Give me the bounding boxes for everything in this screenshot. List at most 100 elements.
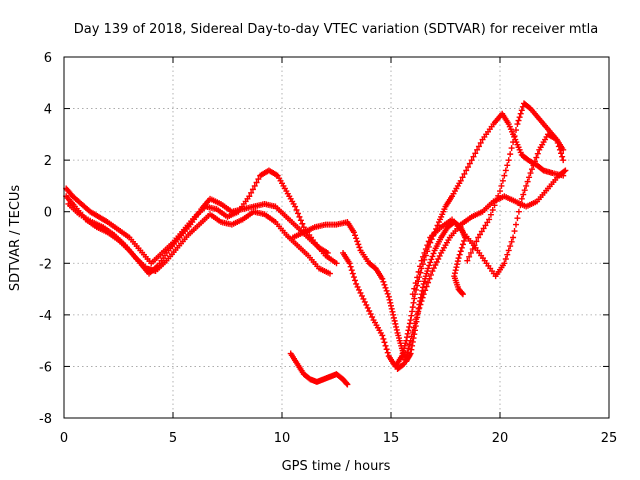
data-point <box>521 187 528 194</box>
data-point <box>487 211 494 218</box>
data-point <box>426 275 433 282</box>
data-point <box>346 260 353 267</box>
data-point <box>478 228 485 235</box>
data-point <box>423 283 430 290</box>
data-point <box>411 285 418 292</box>
data-point <box>430 250 437 257</box>
data-point <box>562 167 569 174</box>
data-point <box>501 172 508 179</box>
x-axis-title: GPS time / hours <box>282 459 391 474</box>
data-point <box>528 166 535 173</box>
data-point <box>517 110 524 117</box>
data-point <box>514 121 521 128</box>
data-series <box>464 100 567 264</box>
data-point <box>471 242 478 249</box>
data-point <box>527 170 534 177</box>
data-point <box>533 154 540 161</box>
data-point <box>409 329 416 336</box>
data-point <box>530 162 537 169</box>
data-point <box>357 289 364 296</box>
data-point <box>401 360 408 367</box>
data-point <box>347 263 354 270</box>
data-point <box>413 316 420 323</box>
data-point <box>382 284 389 291</box>
data-point <box>475 143 482 150</box>
data-point <box>489 206 496 213</box>
data-point <box>473 238 480 245</box>
data-point <box>491 202 498 209</box>
data-point <box>463 167 470 174</box>
data-point <box>410 324 417 331</box>
data-point <box>456 251 463 258</box>
data-point <box>361 298 368 305</box>
data-point <box>417 301 424 308</box>
data-point <box>422 287 429 294</box>
data-point <box>352 232 359 239</box>
data-point <box>392 320 399 327</box>
data-point <box>405 327 412 334</box>
data-point <box>518 107 525 114</box>
data-point <box>399 361 406 368</box>
data-point <box>388 302 394 309</box>
data-point <box>531 158 538 165</box>
data-point <box>518 195 525 202</box>
data-point <box>498 182 505 189</box>
data-point <box>366 307 373 314</box>
data-point <box>403 334 410 341</box>
data-point <box>534 150 541 157</box>
data-point <box>427 271 434 278</box>
data-point <box>515 208 522 215</box>
data-point <box>415 268 422 275</box>
data-point <box>382 342 389 349</box>
data-point <box>459 290 466 297</box>
data-point <box>246 193 253 200</box>
data-point <box>559 153 566 160</box>
data-layer <box>63 100 569 388</box>
data-point <box>419 294 426 301</box>
data-series <box>287 350 351 388</box>
data-point <box>353 280 360 287</box>
data-point <box>504 162 511 169</box>
data-point <box>516 114 523 121</box>
data-point <box>406 323 413 330</box>
data-point <box>411 295 418 302</box>
data-point <box>406 320 413 327</box>
data-point <box>502 167 509 174</box>
data-point <box>435 255 442 262</box>
data-point <box>393 323 400 330</box>
data-point <box>248 189 255 196</box>
data-point <box>433 258 440 265</box>
data-point <box>495 192 502 199</box>
data-point <box>464 257 471 264</box>
data-point <box>507 151 514 158</box>
data-point <box>419 253 426 260</box>
y-axis-title: SDTVAR / TECUs <box>8 185 23 292</box>
data-point <box>409 304 416 311</box>
data-point <box>383 346 390 353</box>
data-point <box>554 139 561 146</box>
plot-frame <box>63 56 610 419</box>
data-series <box>63 167 340 267</box>
data-point <box>415 308 422 315</box>
data-point <box>555 143 562 150</box>
data-point <box>381 339 388 346</box>
data-point <box>294 210 301 217</box>
data-point <box>355 241 362 248</box>
data-point <box>404 330 411 337</box>
data-point <box>356 244 363 251</box>
data-point <box>255 176 262 183</box>
data-point <box>459 291 466 298</box>
data-point <box>497 188 503 195</box>
data-point <box>354 283 361 290</box>
data-point <box>507 243 514 250</box>
data-point <box>504 251 511 258</box>
data-point <box>417 263 424 270</box>
data-point <box>381 281 388 288</box>
data-point <box>393 326 400 333</box>
y-tick-label: 0 <box>44 206 52 221</box>
data-point <box>512 127 519 134</box>
data-point <box>451 270 458 277</box>
data-point <box>453 264 460 271</box>
data-point <box>420 291 427 298</box>
data-point <box>482 222 489 229</box>
